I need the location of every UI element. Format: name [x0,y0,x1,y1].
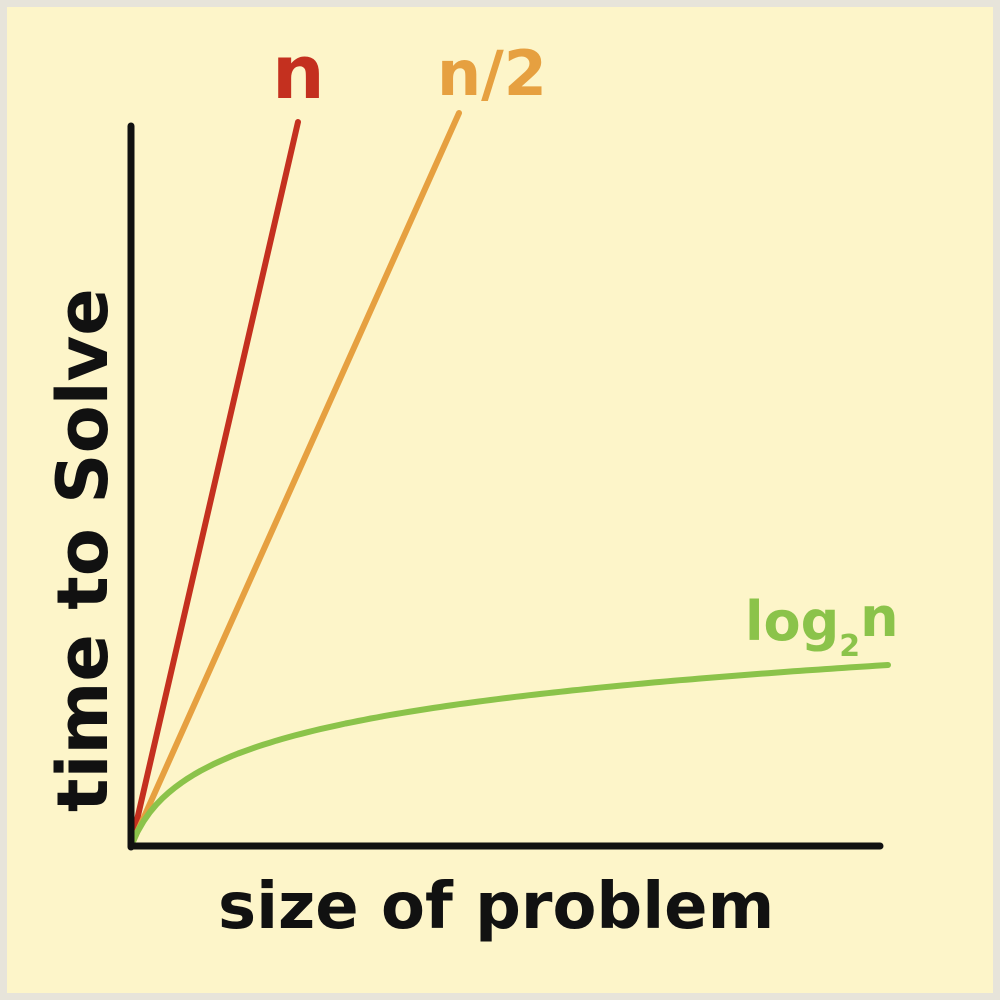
x-axis-label: size of problem [218,870,774,944]
series-line-log2n [128,662,891,849]
series-line-n [128,119,301,849]
series-layer [128,110,891,849]
series-label-n: n [272,30,325,116]
series-label-log2n: log2n [745,586,899,664]
y-axis-label: time to Solve [42,288,124,812]
series-label-n-half: n/2 [437,37,547,110]
series-line-n-half [128,110,462,849]
chart-background [7,7,993,993]
